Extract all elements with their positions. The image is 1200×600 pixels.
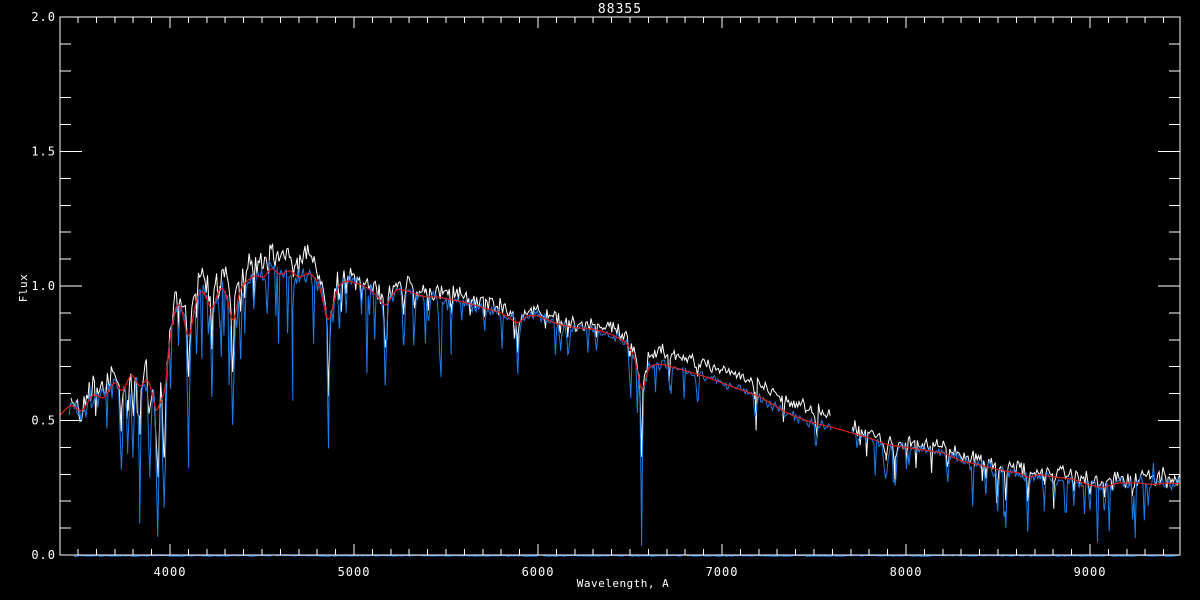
y-tick-label: 1.0 [31, 279, 56, 293]
plot-title: 88355 [598, 2, 642, 17]
axis-line [60, 17, 1180, 555]
x-axis-label: Wavelength, A [577, 577, 670, 590]
x-tick-labels: 4000 5000 6000 7000 8000 9000 [154, 565, 1107, 579]
x-tick-label: 5000 [338, 565, 371, 579]
y-tick-label: 0.5 [31, 414, 56, 428]
x-tick-label: 4000 [154, 565, 187, 579]
y-tick-label: 2.0 [31, 10, 56, 24]
axes-frame [59, 16, 1181, 556]
y-tick-label: 0.0 [31, 548, 56, 562]
y-tick-label: 1.5 [31, 145, 56, 159]
y-tick-labels: 0.0 0.5 1.0 1.5 2.0 [31, 10, 56, 562]
axis-line [59, 16, 1181, 556]
x-tick-label: 9000 [1074, 565, 1107, 579]
smoothed-fit-line [59, 268, 1181, 489]
x-tick-label: 8000 [890, 565, 923, 579]
y-axis-label: Flux [17, 274, 30, 303]
x-tick-label: 7000 [706, 565, 739, 579]
x-tick-label: 6000 [522, 565, 555, 579]
